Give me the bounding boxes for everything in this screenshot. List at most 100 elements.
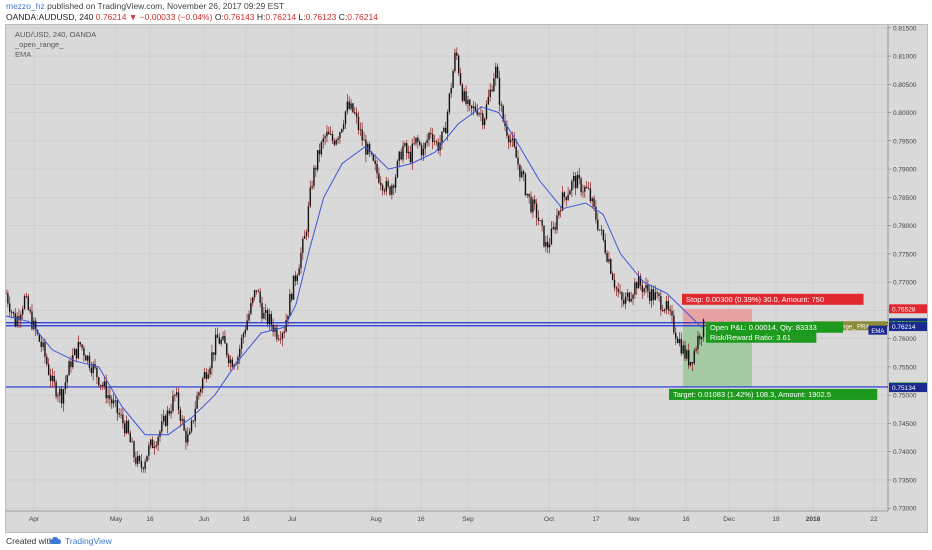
candle-body (90, 367, 93, 373)
candle-body (183, 419, 185, 431)
candle-body (413, 143, 415, 145)
author-link[interactable]: mezzo_hz (6, 1, 45, 11)
candle-body (435, 141, 438, 143)
candle-body (554, 227, 556, 230)
candle-body (111, 399, 113, 404)
candle-body (86, 355, 89, 361)
candle-body (647, 285, 649, 292)
candle-body (385, 181, 388, 192)
candle-body (298, 268, 300, 276)
candle-body (320, 142, 323, 155)
candle-body (62, 389, 65, 404)
candle-body (172, 395, 174, 412)
candle-body (695, 349, 697, 351)
low-label: L: (298, 12, 306, 22)
candle-body (181, 419, 183, 421)
candle-body (224, 335, 226, 344)
candle-body (179, 409, 182, 421)
candle-body (101, 384, 104, 387)
candle-body (576, 174, 579, 189)
candle-body (200, 388, 202, 393)
series-tag-text: EMA (871, 329, 884, 335)
candle-body (558, 210, 560, 216)
price-change: −0.00033 (−0.04%) (139, 12, 213, 22)
tradingview-brand[interactable]: TradingView (65, 536, 112, 546)
candle-body (255, 290, 258, 292)
candle-body (6, 293, 7, 295)
y-tick-label: 0.79500 (893, 138, 917, 145)
candle-body (283, 331, 285, 334)
candle-body (632, 294, 634, 299)
candle-body (636, 282, 638, 289)
candle-body (669, 309, 671, 312)
x-tick-label: 16 (417, 516, 425, 523)
candle-body (495, 66, 497, 79)
candle-body (580, 178, 582, 193)
x-tick-label: 16 (682, 516, 690, 523)
candle-body (404, 143, 406, 146)
candle-body (18, 316, 20, 321)
candle-body (60, 388, 63, 404)
candle-body (641, 285, 644, 292)
high-value: 0.76214 (265, 12, 297, 22)
candle-body (25, 296, 28, 297)
candle-body (324, 136, 326, 139)
candle-body (407, 151, 410, 154)
candle-body (46, 356, 48, 365)
candle-body (459, 73, 462, 85)
rr-label-box (706, 331, 817, 343)
candle-body (257, 291, 260, 293)
candle-body (153, 446, 156, 449)
candle-body (528, 193, 530, 197)
candle-body (150, 439, 152, 446)
candle-body (226, 343, 228, 356)
candle-body (33, 320, 35, 329)
candle-body (487, 96, 490, 105)
candle-body (51, 375, 54, 381)
candle-body (166, 410, 169, 426)
candle-body (611, 273, 614, 280)
candle-body (630, 298, 632, 302)
candle-body (114, 400, 117, 402)
price-chart[interactable]: 0.81500 0.81000 0.80500 0.80000 0.79500 0.790… (6, 25, 927, 532)
candle-body (361, 129, 363, 141)
candle-body (522, 171, 525, 175)
candle-body (155, 445, 157, 447)
chart-area[interactable]: AUD/USD, 240, OANDA _open_range_ EMA 0.8… (5, 24, 928, 533)
candle-body (157, 436, 159, 446)
candle-body (526, 193, 528, 196)
candle-body (201, 378, 204, 389)
candle-body (339, 132, 341, 139)
ema-line (6, 106, 703, 436)
candle-body (457, 55, 460, 74)
candle-body (239, 348, 241, 358)
candle-body (393, 185, 395, 188)
candle-body (70, 361, 72, 368)
candle-body (161, 421, 163, 432)
candle-body (428, 132, 430, 141)
y-tick-label: 0.73000 (893, 506, 917, 513)
price-tag (889, 383, 927, 393)
published-text: published on TradingView.com, November 2… (47, 1, 285, 11)
candle-body (578, 174, 580, 179)
candle-body (535, 203, 538, 218)
candle-body (14, 313, 16, 327)
candle-body (406, 143, 408, 154)
candle-body (55, 381, 57, 397)
candle-body (649, 291, 651, 301)
candle-body (133, 441, 135, 458)
candle-body (146, 455, 148, 462)
x-tick-label: 17 (592, 516, 600, 523)
candle-body (515, 146, 517, 158)
candle-body (252, 297, 254, 303)
candle-body (448, 93, 451, 112)
candle-body (563, 192, 566, 197)
candle-body (615, 287, 618, 289)
candle-body (124, 423, 126, 434)
candle-body (483, 118, 486, 126)
candle-body (285, 320, 287, 332)
candle-body (450, 87, 452, 94)
candle-body (465, 91, 467, 104)
candle-body (188, 431, 191, 435)
close-value: 0.76214 (347, 12, 378, 22)
